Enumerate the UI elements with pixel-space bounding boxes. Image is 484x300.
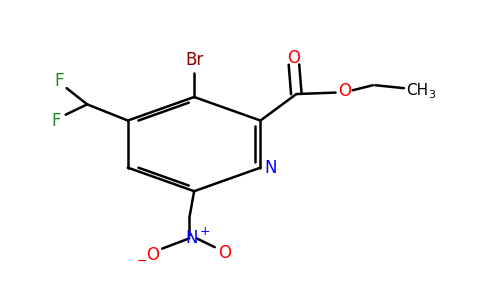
Text: −: − <box>136 254 147 268</box>
Text: F: F <box>51 112 61 130</box>
Text: 3: 3 <box>428 90 435 100</box>
Text: N: N <box>265 159 277 177</box>
Text: O: O <box>338 82 351 100</box>
Text: +: + <box>200 225 211 239</box>
Text: O: O <box>218 244 231 262</box>
Text: Br: Br <box>185 51 203 69</box>
Text: O: O <box>146 245 159 263</box>
Text: F: F <box>55 72 64 90</box>
Text: N: N <box>185 229 198 247</box>
Text: O: O <box>287 49 301 67</box>
Text: CH: CH <box>407 83 428 98</box>
